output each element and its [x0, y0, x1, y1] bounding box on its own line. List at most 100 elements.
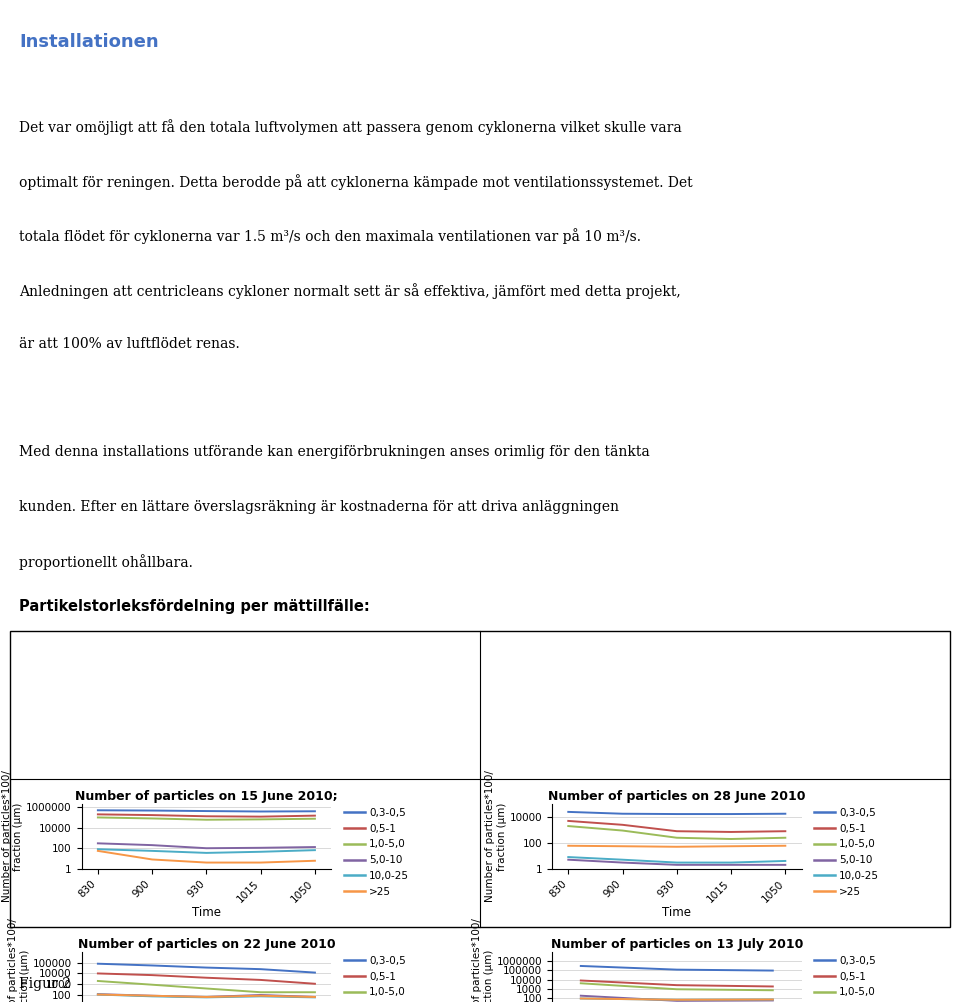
1,0-5,0	[780, 832, 791, 844]
>25	[309, 991, 321, 1002]
10,0-25	[255, 990, 267, 1002]
5,0-10	[201, 991, 212, 1002]
1,0-5,0	[767, 984, 779, 996]
Text: Installationen: Installationen	[19, 33, 158, 51]
10,0-25	[671, 857, 683, 869]
Line: 1,0-5,0: 1,0-5,0	[98, 981, 315, 992]
Text: Partikelstorleksfördelning per mättillfälle:: Partikelstorleksfördelning per mättillfä…	[19, 599, 370, 614]
10,0-25	[767, 993, 779, 1002]
5,0-10	[255, 989, 267, 1001]
Line: >25: >25	[581, 998, 773, 1000]
0,3-0,5	[671, 964, 683, 976]
>25	[780, 840, 791, 852]
>25	[575, 992, 587, 1002]
10,0-25	[671, 994, 683, 1002]
Y-axis label: Number of particles*100/
fraction (µm): Number of particles*100/ fraction (µm)	[2, 771, 23, 903]
Line: 10,0-25: 10,0-25	[568, 857, 785, 863]
Y-axis label: Number of particles*100/
fraction (µm): Number of particles*100/ fraction (µm)	[485, 771, 507, 903]
1,0-5,0	[92, 812, 104, 824]
Text: kunden. Efter en lättare överslagsräkning är kostnaderna för att driva anläggnin: kunden. Efter en lättare överslagsräknin…	[19, 500, 619, 514]
Line: 1,0-5,0: 1,0-5,0	[568, 826, 785, 839]
5,0-10	[671, 995, 683, 1002]
5,0-10	[255, 842, 267, 854]
Text: är att 100% av luftflödet renas.: är att 100% av luftflödet renas.	[19, 338, 240, 352]
1,0-5,0	[575, 977, 587, 989]
Line: 0,3-0,5: 0,3-0,5	[98, 964, 315, 973]
5,0-10	[671, 859, 683, 871]
0,3-0,5	[146, 960, 157, 972]
0,3-0,5	[767, 965, 779, 977]
>25	[616, 841, 628, 853]
0,3-0,5	[92, 805, 104, 817]
0,5-1	[92, 809, 104, 821]
5,0-10	[201, 843, 212, 855]
0,3-0,5	[726, 808, 737, 820]
Text: Figur 2: Figur 2	[19, 977, 71, 991]
>25	[767, 993, 779, 1002]
1,0-5,0	[92, 975, 104, 987]
0,3-0,5	[201, 962, 212, 974]
5,0-10	[146, 990, 157, 1002]
Line: >25: >25	[568, 846, 785, 847]
1,0-5,0	[726, 833, 737, 845]
5,0-10	[309, 841, 321, 853]
0,5-1	[563, 815, 574, 827]
Y-axis label: Number of particles*100/
fraction (µm): Number of particles*100/ fraction (µm)	[472, 918, 493, 1002]
1,0-5,0	[255, 986, 267, 998]
10,0-25	[92, 989, 104, 1001]
1,0-5,0	[146, 813, 157, 825]
0,5-1	[255, 974, 267, 986]
10,0-25	[201, 991, 212, 1002]
Line: >25: >25	[98, 851, 315, 863]
0,5-1	[255, 811, 267, 823]
10,0-25	[563, 851, 574, 863]
0,5-1	[671, 826, 683, 838]
Line: 10,0-25: 10,0-25	[98, 995, 315, 997]
>25	[671, 841, 683, 853]
Y-axis label: Number of particles*100/
fraction (µm): Number of particles*100/ fraction (µm)	[9, 918, 30, 1002]
0,5-1	[616, 819, 628, 831]
Text: proportionellt ohållbara.: proportionellt ohållbara.	[19, 554, 193, 570]
0,5-1	[92, 968, 104, 980]
0,3-0,5	[780, 808, 791, 820]
0,3-0,5	[146, 805, 157, 817]
0,3-0,5	[309, 806, 321, 818]
Line: 5,0-10: 5,0-10	[581, 996, 773, 1001]
>25	[726, 841, 737, 853]
0,5-1	[201, 972, 212, 984]
Line: 1,0-5,0: 1,0-5,0	[581, 983, 773, 990]
Line: 0,5-1: 0,5-1	[568, 821, 785, 832]
Line: 10,0-25: 10,0-25	[581, 998, 773, 1000]
Line: 10,0-25: 10,0-25	[98, 850, 315, 853]
10,0-25	[146, 990, 157, 1002]
Legend: 0,3-0,5, 0,5-1, 1,0-5,0, 5,0-10, 10,0-25, >25: 0,3-0,5, 0,5-1, 1,0-5,0, 5,0-10, 10,0-25…	[814, 808, 879, 897]
0,5-1	[671, 979, 683, 991]
Title: Number of particles on 22 June 2010: Number of particles on 22 June 2010	[78, 938, 335, 951]
10,0-25	[780, 855, 791, 867]
Text: Det var omöjligt att få den totala luftvolymen att passera genom cyklonerna vilk: Det var omöjligt att få den totala luftv…	[19, 119, 682, 135]
Title: Number of particles on 28 June 2010: Number of particles on 28 June 2010	[548, 790, 805, 803]
Line: 0,3-0,5: 0,3-0,5	[581, 966, 773, 971]
Text: totala flödet för cyklonerna var 1.5 m³/s och den maximala ventilationen var på : totala flödet för cyklonerna var 1.5 m³/…	[19, 228, 641, 244]
1,0-5,0	[671, 832, 683, 844]
0,5-1	[309, 810, 321, 822]
Text: Anledningen att centricleans cykloner normalt sett är så effektiva, jämfört med : Anledningen att centricleans cykloner no…	[19, 283, 681, 299]
10,0-25	[255, 846, 267, 858]
5,0-10	[780, 859, 791, 871]
0,3-0,5	[575, 960, 587, 972]
>25	[201, 857, 212, 869]
1,0-5,0	[563, 820, 574, 832]
Text: Med denna installations utförande kan energiförbrukningen anses orimlig för den : Med denna installations utförande kan en…	[19, 445, 650, 459]
Line: 0,3-0,5: 0,3-0,5	[98, 811, 315, 812]
Legend: 0,3-0,5, 0,5-1, 1,0-5,0, 5,0-10, 10,0-25, >25: 0,3-0,5, 0,5-1, 1,0-5,0, 5,0-10, 10,0-25…	[344, 956, 409, 1002]
5,0-10	[146, 839, 157, 851]
0,3-0,5	[255, 806, 267, 818]
1,0-5,0	[201, 814, 212, 826]
5,0-10	[575, 990, 587, 1002]
1,0-5,0	[671, 983, 683, 995]
5,0-10	[726, 859, 737, 871]
Line: 0,5-1: 0,5-1	[98, 974, 315, 984]
>25	[92, 989, 104, 1001]
Text: optimalt för reningen. Detta berodde på att cyklonerna kämpade mot ventilationss: optimalt för reningen. Detta berodde på …	[19, 173, 693, 189]
5,0-10	[563, 854, 574, 866]
